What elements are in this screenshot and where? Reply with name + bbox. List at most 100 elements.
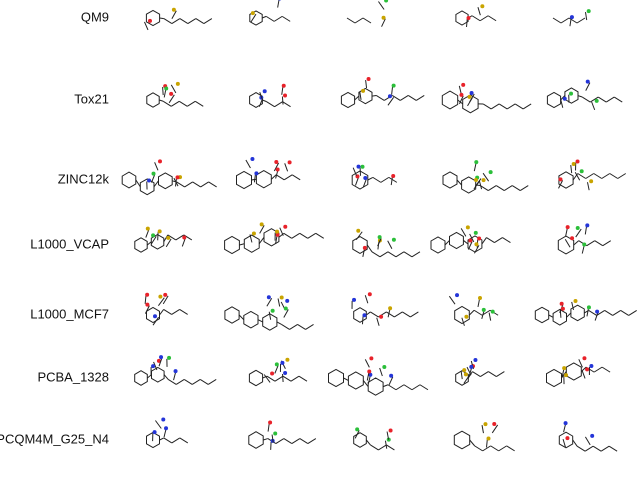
bond bbox=[380, 176, 390, 183]
ring bbox=[453, 430, 471, 450]
bond bbox=[511, 185, 521, 191]
atom bbox=[159, 355, 164, 360]
ring bbox=[328, 368, 344, 388]
bond bbox=[444, 240, 450, 246]
bond bbox=[274, 375, 284, 382]
bond bbox=[173, 371, 177, 381]
bond bbox=[481, 310, 485, 319]
atom bbox=[473, 178, 478, 183]
bond bbox=[577, 95, 583, 98]
ring bbox=[461, 176, 477, 194]
bond bbox=[343, 377, 349, 381]
bond bbox=[262, 15, 267, 19]
molecule bbox=[236, 157, 301, 190]
atom bbox=[156, 358, 161, 363]
atom bbox=[152, 430, 157, 435]
bond bbox=[366, 372, 370, 381]
atom bbox=[279, 295, 284, 300]
bond bbox=[593, 173, 603, 179]
bond bbox=[586, 240, 596, 247]
bond bbox=[386, 431, 390, 440]
bond bbox=[565, 228, 568, 237]
ring bbox=[462, 94, 479, 114]
atom bbox=[589, 364, 594, 369]
bond bbox=[361, 316, 364, 325]
bond bbox=[578, 359, 583, 368]
ring bbox=[243, 310, 259, 329]
ring bbox=[557, 235, 575, 255]
bond bbox=[594, 312, 599, 321]
ring bbox=[565, 362, 582, 381]
atom bbox=[565, 225, 570, 230]
atom bbox=[569, 15, 574, 20]
atom bbox=[388, 428, 393, 433]
bond bbox=[275, 235, 278, 244]
bond bbox=[135, 179, 141, 188]
atom bbox=[560, 306, 565, 311]
ring bbox=[134, 237, 148, 253]
ring bbox=[146, 306, 160, 324]
bond bbox=[548, 314, 554, 318]
bond bbox=[364, 295, 369, 304]
ring bbox=[236, 170, 252, 190]
bond bbox=[299, 438, 309, 444]
bond bbox=[575, 228, 582, 238]
atom bbox=[384, 0, 389, 3]
bond bbox=[259, 225, 265, 234]
bond bbox=[588, 310, 597, 316]
bond bbox=[366, 311, 371, 316]
bond bbox=[159, 309, 165, 316]
ring bbox=[454, 305, 470, 325]
bond bbox=[474, 245, 480, 254]
atom bbox=[586, 9, 591, 14]
bond bbox=[576, 17, 586, 24]
bond bbox=[367, 375, 371, 384]
bond bbox=[371, 94, 377, 97]
bond bbox=[298, 375, 308, 382]
bond bbox=[577, 173, 587, 179]
bond bbox=[274, 101, 283, 108]
bond bbox=[522, 103, 532, 110]
atom bbox=[157, 229, 162, 234]
atom bbox=[171, 7, 176, 12]
ring bbox=[146, 431, 160, 449]
ring bbox=[243, 234, 260, 253]
bond bbox=[403, 251, 413, 258]
ring bbox=[570, 304, 585, 322]
molecule bbox=[134, 226, 193, 253]
bond bbox=[377, 237, 382, 247]
atom bbox=[391, 174, 396, 179]
bond bbox=[601, 366, 611, 373]
bond bbox=[175, 379, 185, 385]
atom bbox=[490, 309, 495, 314]
atom bbox=[362, 313, 367, 318]
atom bbox=[483, 422, 488, 427]
bond bbox=[199, 379, 209, 385]
atom bbox=[486, 436, 491, 441]
atom bbox=[477, 236, 482, 241]
atom bbox=[594, 98, 599, 103]
ring bbox=[139, 178, 155, 196]
bond bbox=[506, 445, 515, 452]
bond bbox=[238, 314, 245, 320]
atom bbox=[274, 159, 279, 164]
atom bbox=[387, 94, 392, 99]
bond bbox=[586, 308, 589, 317]
bond bbox=[481, 237, 487, 245]
bond bbox=[159, 99, 164, 102]
bond bbox=[315, 232, 325, 239]
atom bbox=[166, 235, 171, 240]
atom bbox=[367, 369, 372, 374]
bond bbox=[167, 379, 177, 385]
bond bbox=[171, 10, 177, 19]
atom bbox=[369, 356, 374, 361]
bond bbox=[467, 241, 473, 250]
bond bbox=[559, 309, 562, 318]
bond bbox=[571, 301, 574, 311]
atom bbox=[250, 11, 255, 16]
bond bbox=[569, 18, 572, 27]
bond bbox=[609, 173, 619, 179]
ring bbox=[558, 171, 574, 189]
bond bbox=[467, 97, 473, 107]
